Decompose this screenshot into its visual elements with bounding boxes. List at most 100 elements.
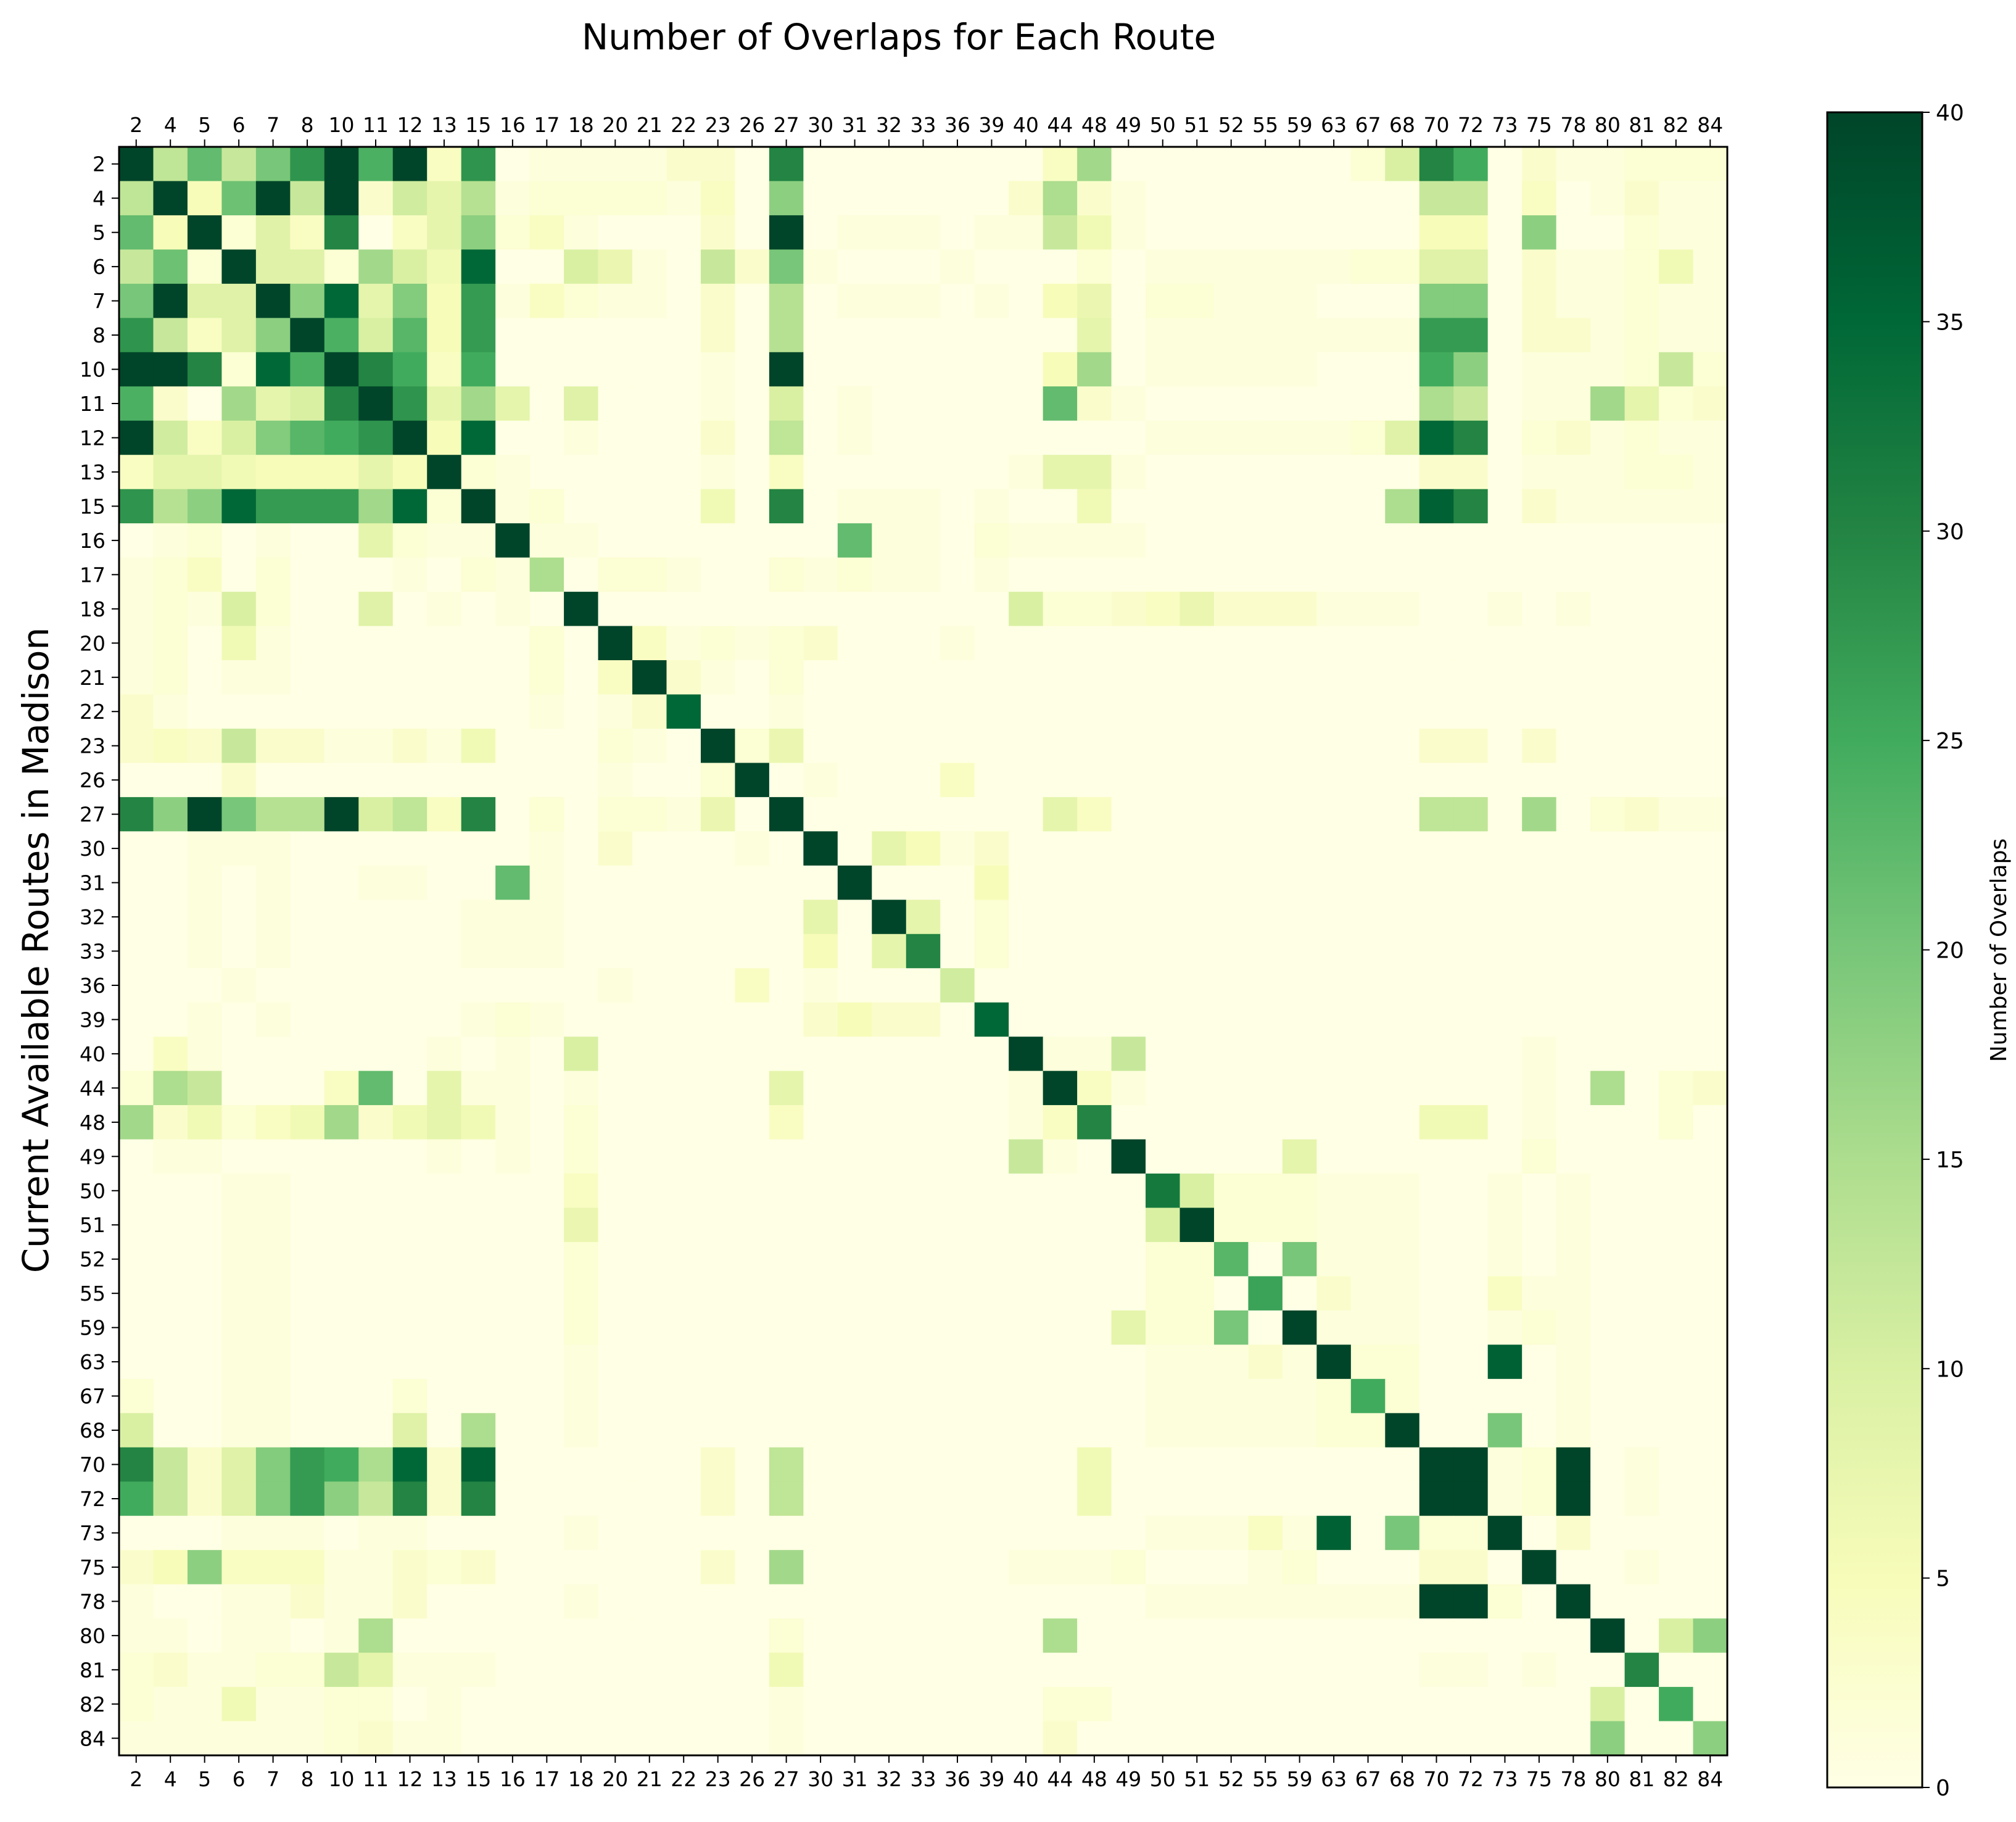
- plot-frame: [118, 146, 1729, 1757]
- heatmap-cell: [1693, 1721, 1728, 1756]
- heatmap-cell: [1556, 1344, 1591, 1380]
- heatmap-cell: [632, 1139, 667, 1174]
- heatmap-cell: [940, 660, 975, 695]
- x-tick-label-bottom: 39: [978, 1767, 1004, 1791]
- heatmap-cell: [255, 420, 291, 455]
- heatmap-cell: [1111, 934, 1146, 969]
- heatmap-cell: [1659, 1550, 1694, 1585]
- heatmap-cell: [1009, 1515, 1044, 1551]
- heatmap-cell: [632, 1070, 667, 1106]
- heatmap-cell: [1009, 1721, 1044, 1756]
- heatmap-cell: [324, 523, 359, 558]
- heatmap-cell: [700, 181, 736, 216]
- heatmap-cell: [1213, 797, 1249, 832]
- heatmap-cell: [1522, 318, 1557, 353]
- heatmap-cell: [529, 1276, 564, 1311]
- heatmap-cell: [1522, 283, 1557, 318]
- heatmap-cell: [427, 1002, 462, 1037]
- heatmap-cell: [700, 489, 736, 524]
- heatmap-cell: [461, 1310, 496, 1345]
- heatmap-cell: [1487, 968, 1522, 1003]
- heatmap-cell: [837, 489, 872, 524]
- x-tick-label-bottom: 12: [397, 1767, 423, 1791]
- heatmap-cell: [358, 728, 394, 764]
- x-tick-label-bottom: 2: [130, 1767, 143, 1791]
- heatmap-cell: [1556, 557, 1591, 592]
- heatmap-cell: [564, 1139, 599, 1174]
- heatmap-cell: [940, 1652, 975, 1687]
- heatmap-cell: [700, 831, 736, 866]
- heatmap-cell: [495, 763, 531, 798]
- heatmap-cell: [837, 181, 872, 216]
- heatmap-cell: [221, 1105, 257, 1140]
- heatmap-cell: [290, 865, 325, 900]
- heatmap-cell: [324, 1550, 359, 1585]
- heatmap-cell: [940, 523, 975, 558]
- heatmap-cell: [529, 934, 564, 969]
- heatmap-cell: [632, 728, 667, 764]
- heatmap-cell: [1146, 1174, 1181, 1209]
- heatmap-cell: [1043, 455, 1078, 490]
- heatmap-cell: [940, 1207, 975, 1243]
- heatmap-cell: [1213, 557, 1249, 592]
- heatmap-cell: [290, 181, 325, 216]
- heatmap-cell: [1043, 352, 1078, 387]
- heatmap-cell: [1213, 420, 1249, 455]
- heatmap-cell: [1590, 728, 1626, 764]
- heatmap-cell: [632, 420, 667, 455]
- heatmap-cell: [290, 1687, 325, 1722]
- heatmap-cell: [1179, 1207, 1215, 1243]
- heatmap-cell: [461, 1447, 496, 1482]
- heatmap-cell: [324, 1174, 359, 1209]
- heatmap-cell: [1179, 1276, 1215, 1311]
- heatmap-cell: [1248, 318, 1283, 353]
- heatmap-cell: [1350, 1070, 1386, 1106]
- heatmap-cell: [1624, 523, 1659, 558]
- heatmap-cell: [837, 831, 872, 866]
- heatmap-cell: [1316, 1070, 1352, 1106]
- heatmap-cell: [221, 147, 257, 182]
- heatmap-cell: [1316, 660, 1352, 695]
- heatmap-cell: [598, 831, 633, 866]
- heatmap-cell: [803, 934, 838, 969]
- heatmap-cell: [700, 592, 736, 627]
- heatmap-cell: [392, 386, 428, 421]
- heatmap-cell: [1282, 900, 1317, 935]
- heatmap-cell: [837, 1447, 872, 1482]
- heatmap-cell: [598, 181, 633, 216]
- heatmap-cell: [1111, 557, 1146, 592]
- heatmap-cell: [1043, 1618, 1078, 1654]
- heatmap-cell: [1179, 1652, 1215, 1687]
- heatmap-cell: [1316, 557, 1352, 592]
- heatmap-cell: [1659, 1481, 1694, 1517]
- heatmap-cell: [1316, 1207, 1352, 1243]
- heatmap-cell: [255, 318, 291, 353]
- heatmap-cell: [1179, 831, 1215, 866]
- heatmap-cell: [1556, 283, 1591, 318]
- heatmap-cell: [1590, 1550, 1626, 1585]
- heatmap-cell: [1316, 318, 1352, 353]
- heatmap-cell: [1453, 386, 1489, 421]
- heatmap-cell: [1385, 181, 1420, 216]
- heatmap-cell: [803, 865, 838, 900]
- heatmap-cell: [221, 728, 257, 764]
- heatmap-cell: [358, 1721, 394, 1756]
- heatmap-cell: [427, 728, 462, 764]
- heatmap-cell: [1453, 797, 1489, 832]
- heatmap-cell: [153, 797, 188, 832]
- heatmap-cell: [1419, 1378, 1454, 1414]
- heatmap-cell: [872, 523, 907, 558]
- heatmap-cell: [735, 1687, 770, 1722]
- heatmap-cell: [1316, 1515, 1352, 1551]
- heatmap-cell: [1556, 1584, 1591, 1619]
- heatmap-cell: [1248, 694, 1283, 729]
- heatmap-cell: [1487, 1550, 1522, 1585]
- heatmap-cell: [153, 1378, 188, 1414]
- heatmap-cell: [1009, 831, 1044, 866]
- heatmap-cell: [803, 249, 838, 284]
- heatmap-cell: [392, 1584, 428, 1619]
- heatmap-cell: [1111, 763, 1146, 798]
- heatmap-cell: [803, 1344, 838, 1380]
- heatmap-cell: [1282, 1002, 1317, 1037]
- heatmap-cell: [495, 660, 531, 695]
